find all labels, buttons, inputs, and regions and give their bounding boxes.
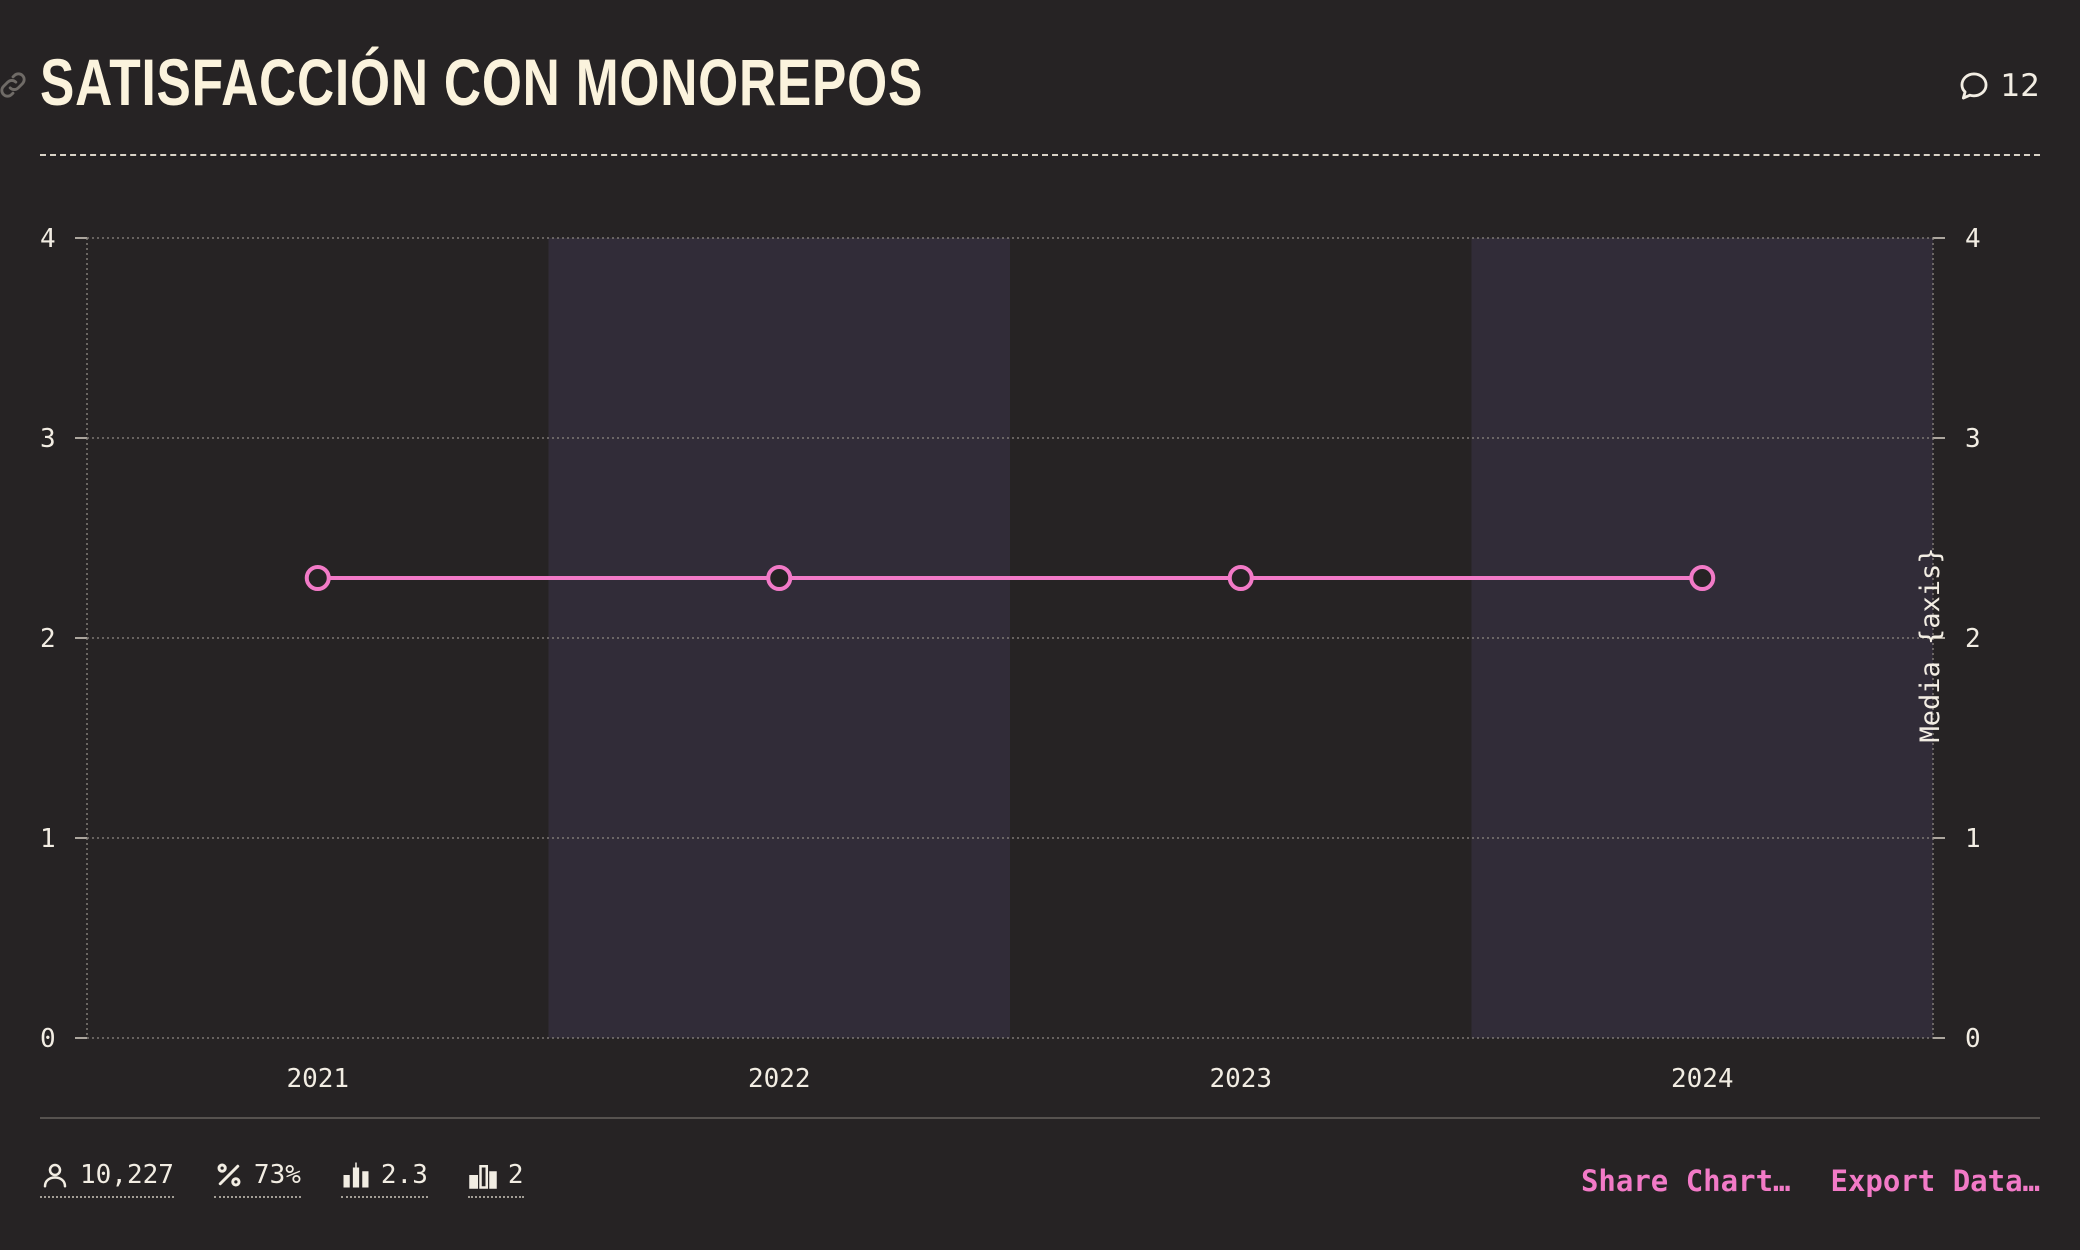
comment-icon (1960, 72, 1988, 100)
candlestick-icon (343, 1162, 369, 1188)
y2-tick-label: 4 (1965, 224, 1981, 254)
data-point (1689, 565, 1716, 591)
x-tick-label: 2022 (748, 1064, 811, 1094)
category-band (1010, 238, 1472, 1038)
y2-tick-label: 3 (1965, 424, 1981, 454)
y-tick-label: 1 (40, 824, 56, 854)
data-point (1227, 565, 1254, 591)
y-tick-label: 3 (40, 424, 56, 454)
link-icon[interactable] (0, 68, 30, 102)
footer-stats: 10,227 73% 2.3 2 (40, 1160, 524, 1198)
share-chart-button[interactable]: Share Chart… (1580, 1164, 1791, 1198)
chart-area: 0 0 1 1 2 2 3 3 4 4 2021 2022 2023 2024 Media {axis} (0, 200, 2080, 1100)
y-tick-label: 4 (40, 224, 56, 254)
export-data-button[interactable]: Export Data… (1830, 1164, 2040, 1198)
x-tick-label: 2023 (1209, 1064, 1272, 1094)
footer-divider (40, 1117, 2040, 1119)
stat-percentage[interactable]: 73% (213, 1160, 301, 1198)
stat-average-value: 2.3 (380, 1160, 428, 1190)
comments-count: 12 (2000, 68, 2040, 104)
y2-tick-label: 1 (1965, 824, 1981, 854)
line-chart: 0 0 1 1 2 2 3 3 4 4 2021 2022 2023 2024 Media {axis} (40, 224, 1981, 1094)
y-tick-label: 0 (40, 1024, 56, 1054)
y2-axis-label: Media {axis} (1915, 547, 1946, 742)
stat-median-value: 2 (507, 1160, 524, 1190)
user-icon (43, 1163, 67, 1188)
y-tick-label: 2 (40, 624, 56, 654)
data-point (766, 565, 793, 591)
y2-tick-label: 2 (1965, 624, 1981, 654)
stat-respondents[interactable]: 10,227 (40, 1160, 174, 1198)
stat-average[interactable]: 2.3 (340, 1160, 428, 1198)
bar-chart-icon (469, 1165, 497, 1189)
stat-median[interactable]: 2 (467, 1160, 524, 1198)
y2-tick-label: 0 (1965, 1024, 1981, 1054)
comments-button[interactable]: 12 (1957, 68, 2040, 104)
stat-respondents-value: 10,227 (80, 1160, 174, 1190)
chart-header: SATISFACCIÓN CON MONOREPOS 12 (0, 40, 2040, 156)
data-point (304, 565, 331, 591)
x-tick-label: 2024 (1671, 1064, 1734, 1094)
x-tick-label: 2021 (286, 1064, 349, 1094)
footer-actions: Share Chart… Export Data… (1581, 1164, 2040, 1198)
stat-percentage-value: 73% (253, 1160, 301, 1190)
percent-icon (217, 1163, 241, 1187)
page-title: SATISFACCIÓN CON MONOREPOS (40, 45, 924, 119)
